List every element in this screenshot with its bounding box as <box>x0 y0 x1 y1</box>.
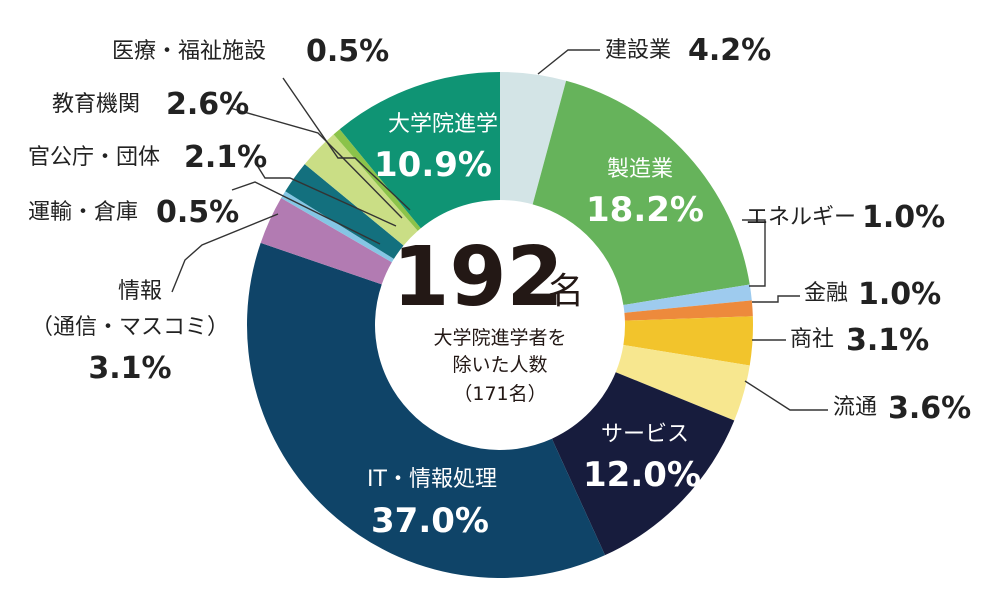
slice-value-manufacturing: 18.2% <box>586 190 704 230</box>
slice-value-finance: 1.0% <box>858 277 941 312</box>
center-caption-line1: 大学院進学者を <box>433 327 566 349</box>
slice-label-distribution: 流通 <box>833 395 877 420</box>
slice-13 <box>339 72 500 229</box>
slice-value-graduate-school: 10.9% <box>374 145 492 185</box>
leader-line-8 <box>231 181 381 245</box>
slice-label-transport: 運輸・倉庫 <box>28 200 138 225</box>
slice-value-telecom: 3.1% <box>88 351 171 386</box>
slices-group <box>247 72 753 578</box>
slice-value-it: 37.0% <box>371 501 489 541</box>
slice-6 <box>551 372 735 556</box>
slice-value-government: 2.1% <box>184 140 267 175</box>
leader-line-6 <box>229 107 403 219</box>
slice-value-energy: 1.0% <box>862 200 945 235</box>
slice-value-services: 12.0% <box>583 455 701 495</box>
slice-value-transport: 0.5% <box>156 195 239 230</box>
slice-label-construction: 建設業 <box>605 38 671 63</box>
slice-label-government: 官公庁・団体 <box>28 145 160 170</box>
slice-value-medical: 0.5% <box>306 34 389 69</box>
center-total-unit: 名 <box>548 271 584 312</box>
slice-11 <box>304 134 418 246</box>
slice-7 <box>247 242 606 578</box>
leader-line-1 <box>742 219 766 287</box>
slice-label-trading: 商社 <box>790 327 834 352</box>
slice-label-graduate-school: 大学院進学 <box>388 112 498 137</box>
slice-label-energy: エネルギー <box>746 205 856 230</box>
center-caption-line2: 除いた人数 <box>452 354 547 376</box>
slice-label-education: 教育機関 <box>52 92 140 117</box>
slice-label-finance: 金融 <box>804 281 848 306</box>
slice-label-manufacturing: 製造業 <box>607 157 673 182</box>
slice-12 <box>333 129 421 231</box>
slice-value-trading: 3.1% <box>846 323 929 358</box>
leader-line-2 <box>752 295 800 303</box>
slice-value-distribution: 3.6% <box>888 391 971 426</box>
slice-label-services: サービス <box>601 422 689 447</box>
slice-0 <box>500 72 567 205</box>
slice-label-medical: 医療・福祉施設 <box>112 39 266 64</box>
slice-label-telecom-line2: （通信・マスコミ） <box>31 315 229 340</box>
slice-8 <box>260 198 392 285</box>
leader-line-9 <box>171 213 279 293</box>
slice-value-education: 2.6% <box>166 87 249 122</box>
slice-label-telecom-line1: 情報 <box>118 279 162 304</box>
slice-value-construction: 4.2% <box>688 33 771 68</box>
leader-line-0 <box>537 49 600 75</box>
slice-4 <box>623 316 753 366</box>
slice-1 <box>532 80 750 306</box>
slice-5 <box>615 344 750 421</box>
center-total-value: 192 <box>392 230 563 325</box>
slice-10 <box>285 164 404 259</box>
leader-line-5 <box>282 77 411 211</box>
slice-2 <box>623 284 752 313</box>
slice-label-it: IT・情報処理 <box>367 467 497 492</box>
leader-line-4 <box>744 380 828 411</box>
leader-line-7 <box>254 161 397 227</box>
slice-3 <box>624 300 753 321</box>
center-caption-line3: （171名） <box>453 383 546 405</box>
leader-lines-group <box>171 49 828 411</box>
